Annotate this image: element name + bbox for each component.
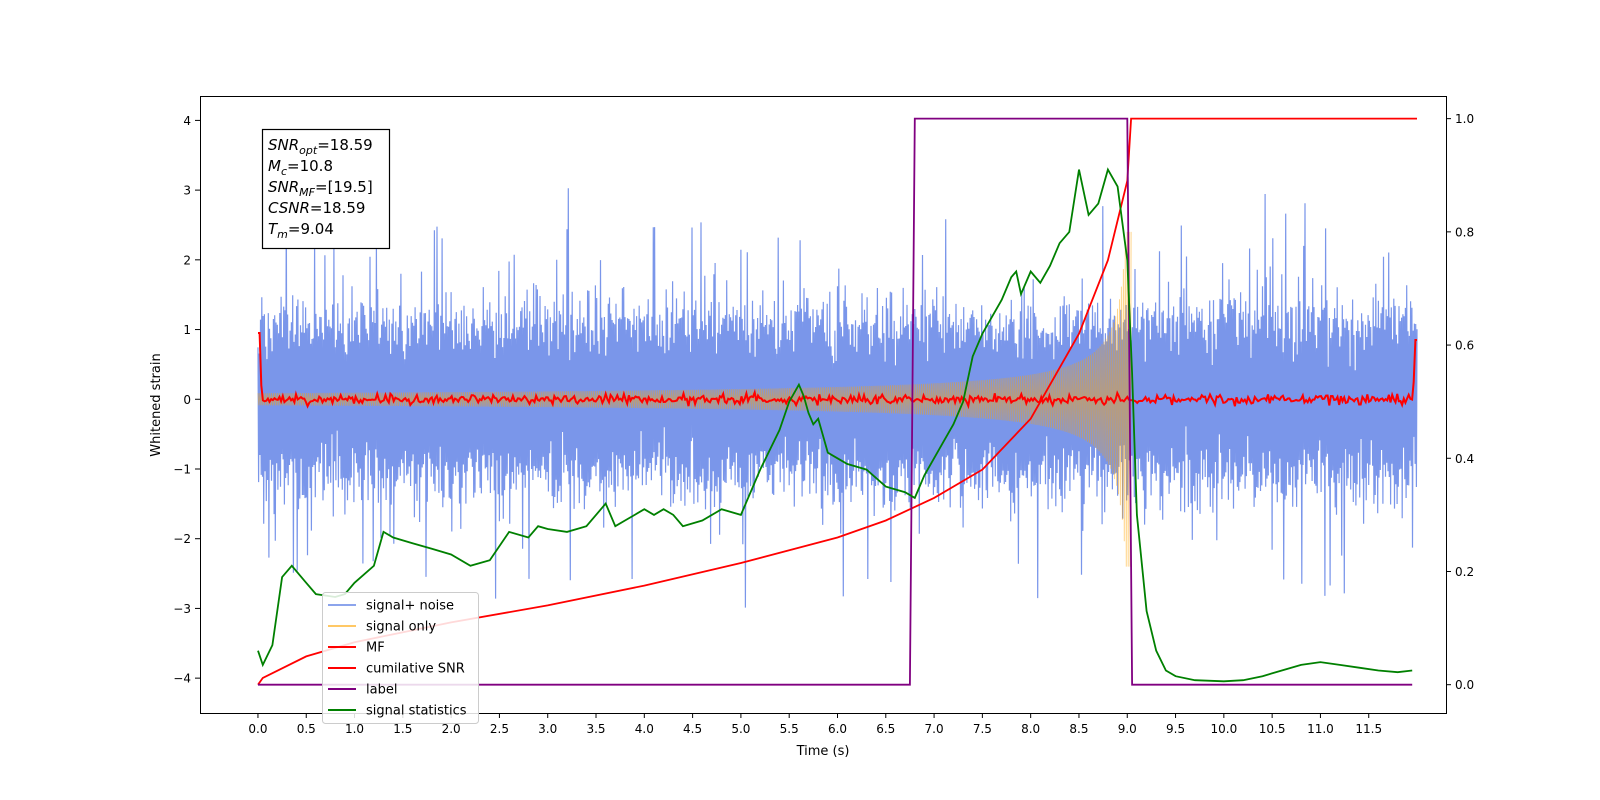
legend-label: signal only: [366, 620, 436, 635]
y2-tick-label: 0.0: [1455, 678, 1474, 692]
y-axis-left: −4 −3 −2 −1 0 1 2 3 4: [173, 114, 200, 686]
legend-label: MF: [366, 641, 385, 656]
y-axis-right: 0.0 0.2 0.4 0.6 0.8 1.0: [1446, 112, 1474, 692]
y-tick-label: −3: [173, 602, 191, 616]
x-tick-label: 3.5: [586, 722, 605, 736]
y-axis-label: Whitened strain: [149, 353, 164, 456]
x-tick-label: 11.5: [1355, 722, 1382, 736]
annotation-box: SNRopt=18.59Mc=10.8SNRMF=[19.5]CSNR=18.5…: [261, 128, 391, 250]
x-tick-label: 7.0: [925, 722, 944, 736]
x-tick-label: 5.0: [731, 722, 750, 736]
signal-only-line: [257, 231, 1132, 567]
legend-label: signal statistics: [366, 704, 467, 719]
signal-only-series: [257, 231, 1132, 567]
signal-noise-line: [257, 188, 1418, 608]
x-tick-label: 4.0: [635, 722, 654, 736]
x-tick-label: 7.5: [973, 722, 992, 736]
legend-label: label: [366, 683, 397, 698]
legend: signal+ noise signal only MF cumilative SNR…: [322, 592, 479, 724]
x-tick-label: 6.5: [876, 722, 895, 736]
x-tick-label: 10.5: [1259, 722, 1286, 736]
y-tick-label: 3: [183, 184, 191, 198]
x-tick-label: 1.5: [393, 722, 412, 736]
plot-frame: [200, 96, 1447, 714]
x-tick-label: 1.0: [345, 722, 364, 736]
legend-label: signal+ noise: [366, 599, 454, 614]
y-tick-label: −4: [173, 672, 191, 686]
annotation-line: SNRopt=18.59: [268, 136, 373, 157]
legend-label: cumilative SNR: [366, 662, 465, 677]
annotation-frame: [261, 128, 391, 250]
annotation-line: SNRMF=[19.5]: [268, 178, 373, 199]
x-axis: 0.0 0.5 1.0 1.5 2.0 2.5 3.0 3.5 4.0 4.5 5.0 5.5 6.0 6…: [248, 713, 1382, 736]
annotation-line: Tm=9.04: [268, 220, 334, 241]
label-line: [258, 117, 1413, 686]
x-tick-label: 10.0: [1210, 722, 1237, 736]
x-tick-label: 4.5: [683, 722, 702, 736]
x-tick-label: 5.5: [780, 722, 799, 736]
x-tick-label: 9.0: [1118, 722, 1137, 736]
mf-line: [258, 332, 1417, 410]
x-tick-label: 2.5: [490, 722, 509, 736]
mf-series: [258, 332, 1417, 410]
y-tick-label: 4: [183, 114, 191, 128]
y2-tick-label: 0.8: [1455, 225, 1474, 239]
x-tick-label: 2.0: [442, 722, 461, 736]
annotation-line: CSNR=18.59: [268, 199, 365, 217]
x-tick-label: 0.5: [297, 722, 316, 736]
x-tick-label: 6.0: [828, 722, 847, 736]
y2-tick-label: 0.6: [1455, 339, 1474, 353]
x-tick-label: 0.0: [248, 722, 267, 736]
x-tick-label: 8.5: [1069, 722, 1088, 736]
x-tick-label: 11.0: [1307, 722, 1334, 736]
annotation-line: Mc=10.8: [268, 157, 333, 178]
y-tick-label: −1: [173, 462, 191, 476]
x-tick-label: 9.5: [1166, 722, 1185, 736]
y-tick-label: −2: [173, 532, 191, 546]
x-tick-label: 8.0: [1021, 722, 1040, 736]
x-tick-label: 3.0: [538, 722, 557, 736]
x-axis-label: Time (s): [796, 744, 850, 759]
y-tick-label: 1: [183, 323, 191, 337]
y2-tick-label: 1.0: [1455, 112, 1474, 126]
signal-statistics-line: [257, 167, 1413, 683]
y2-tick-label: 0.4: [1455, 452, 1474, 466]
y-tick-label: 0: [183, 393, 191, 407]
y-tick-label: 2: [183, 253, 191, 267]
y2-tick-label: 0.2: [1455, 565, 1474, 579]
signal-noise-series: [257, 188, 1418, 608]
legend-frame: [322, 592, 479, 724]
